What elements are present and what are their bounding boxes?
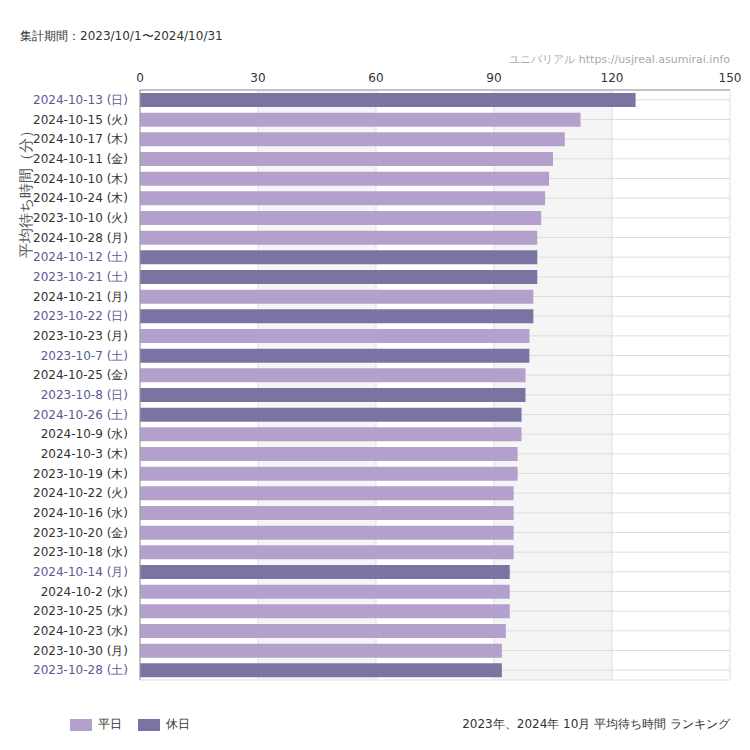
html-text:集計期間：2023/10/1〜2024/10/31: 集計期間：2023/10/1〜2024/10/31 (20, 29, 223, 43)
svg-text:2023-10-30 (月): 2023-10-30 (月) (33, 644, 128, 658)
svg-text:120: 120 (601, 71, 624, 85)
svg-text:2023-10-28 (土): 2023-10-28 (土) (33, 663, 128, 677)
svg-text:2023-10-8 (日): 2023-10-8 (日) (41, 388, 128, 402)
svg-text:2024-10-26 (土): 2024-10-26 (土) (33, 408, 128, 422)
svg-text:2023-10-25 (水): 2023-10-25 (水) (33, 604, 128, 618)
svg-text:2024-10-24 (木): 2024-10-24 (木) (33, 191, 128, 205)
svg-text:2023-10-7 (土): 2023-10-7 (土) (41, 349, 128, 363)
svg-text:90: 90 (486, 71, 501, 85)
svg-text:2024-10-22 (火): 2024-10-22 (火) (33, 486, 128, 500)
svg-text:2024-10-28 (月): 2024-10-28 (月) (33, 231, 128, 245)
svg-text:2024-10-9 (水): 2024-10-9 (水) (41, 427, 128, 441)
html-text:平均待ち時間（分）: 平均待ち時間（分） (16, 122, 35, 258)
svg-text:2023-10-10 (火): 2023-10-10 (火) (33, 211, 128, 225)
svg-text:2024-10-23 (水): 2024-10-23 (水) (33, 624, 128, 638)
svg-text:2024-10-16 (水): 2024-10-16 (水) (33, 506, 128, 520)
svg-text:30: 30 (250, 71, 265, 85)
html-text:平日: 平日 (98, 717, 122, 731)
svg-text:2024-10-17 (木): 2024-10-17 (木) (33, 132, 128, 146)
svg-text:2024-10-10 (木): 2024-10-10 (木) (33, 172, 128, 186)
svg-text:2024-10-21 (月): 2024-10-21 (月) (33, 290, 128, 304)
svg-text:2024-10-25 (金): 2024-10-25 (金) (33, 368, 128, 382)
svg-text:2023-10-19 (木): 2023-10-19 (木) (33, 467, 128, 481)
svg-text:2023-10-18 (水): 2023-10-18 (水) (33, 545, 128, 559)
svg-text:2024-10-15 (火): 2024-10-15 (火) (33, 113, 128, 127)
svg-text:2024-10-13 (日): 2024-10-13 (日) (33, 93, 128, 107)
svg-text:2024-10-11 (金): 2024-10-11 (金) (33, 152, 128, 166)
svg-text:2024-10-2 (水): 2024-10-2 (水) (41, 585, 128, 599)
svg-text:2023-10-20 (金): 2023-10-20 (金) (33, 526, 128, 540)
html-text:休日: 休日 (166, 717, 190, 731)
svg-text:2024-10-12 (土): 2024-10-12 (土) (33, 250, 128, 264)
svg-text:2023-10-23 (月): 2023-10-23 (月) (33, 329, 128, 343)
html-text:2023年、2024年 10月 平均待ち時間 ランキング: 2023年、2024年 10月 平均待ち時間 ランキング (462, 717, 730, 731)
html-text:ユニバリアル https://usjreal.asumira: ユニバリアル https://usjreal.asumirai.info (509, 53, 730, 66)
svg-text:150: 150 (719, 71, 742, 85)
svg-text:60: 60 (368, 71, 383, 85)
svg-text:2023-10-21 (土): 2023-10-21 (土) (33, 270, 128, 284)
svg-text:0: 0 (136, 71, 144, 85)
svg-text:2023-10-22 (日): 2023-10-22 (日) (33, 309, 128, 323)
svg-text:2024-10-14 (月): 2024-10-14 (月) (33, 565, 128, 579)
svg-text:2024-10-3 (木): 2024-10-3 (木) (41, 447, 128, 461)
